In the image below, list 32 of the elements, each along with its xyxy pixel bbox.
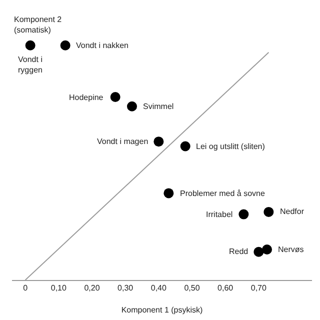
annotation: Vondt i nakken [76,41,128,50]
point [25,40,36,50]
annotation: Hodepine [69,93,104,102]
x-tick-label: 0,70 [250,284,267,293]
annotation: Lei og utslitt (sliten) [196,142,266,151]
point [262,244,272,254]
x-tick-label: 0,30 [118,284,134,293]
point [154,136,164,147]
y-axis-title: Komponent 2 (somatisk) [14,15,62,34]
point [180,141,190,152]
annotation: Problemer med å sovne [180,189,266,198]
annotation: Svimmel [143,102,174,111]
annotation: Redd [229,247,248,256]
point [127,101,137,112]
point [60,40,70,50]
point [264,206,274,217]
annotation: Vondt i ryggen [18,55,43,74]
annotation: Nedfor [280,207,304,216]
annotation: Nervøs [278,245,304,254]
annotation: Irritabel [206,210,233,219]
x-tick-label: 0 [23,284,28,293]
point [238,209,249,220]
point [110,92,120,102]
x-tick-label: 0,10 [50,284,67,293]
x-tick-label: 0,40 [150,284,167,293]
x-axis-title: Komponent 1 (psykisk) [121,306,204,315]
point [164,188,174,198]
x-tick-label: 0,60 [218,284,234,293]
point [254,246,264,257]
x-tick-label: 0,50 [184,284,200,293]
x-tick-label: 0,20 [84,284,100,293]
annotation: Vondt i magen [97,137,148,146]
